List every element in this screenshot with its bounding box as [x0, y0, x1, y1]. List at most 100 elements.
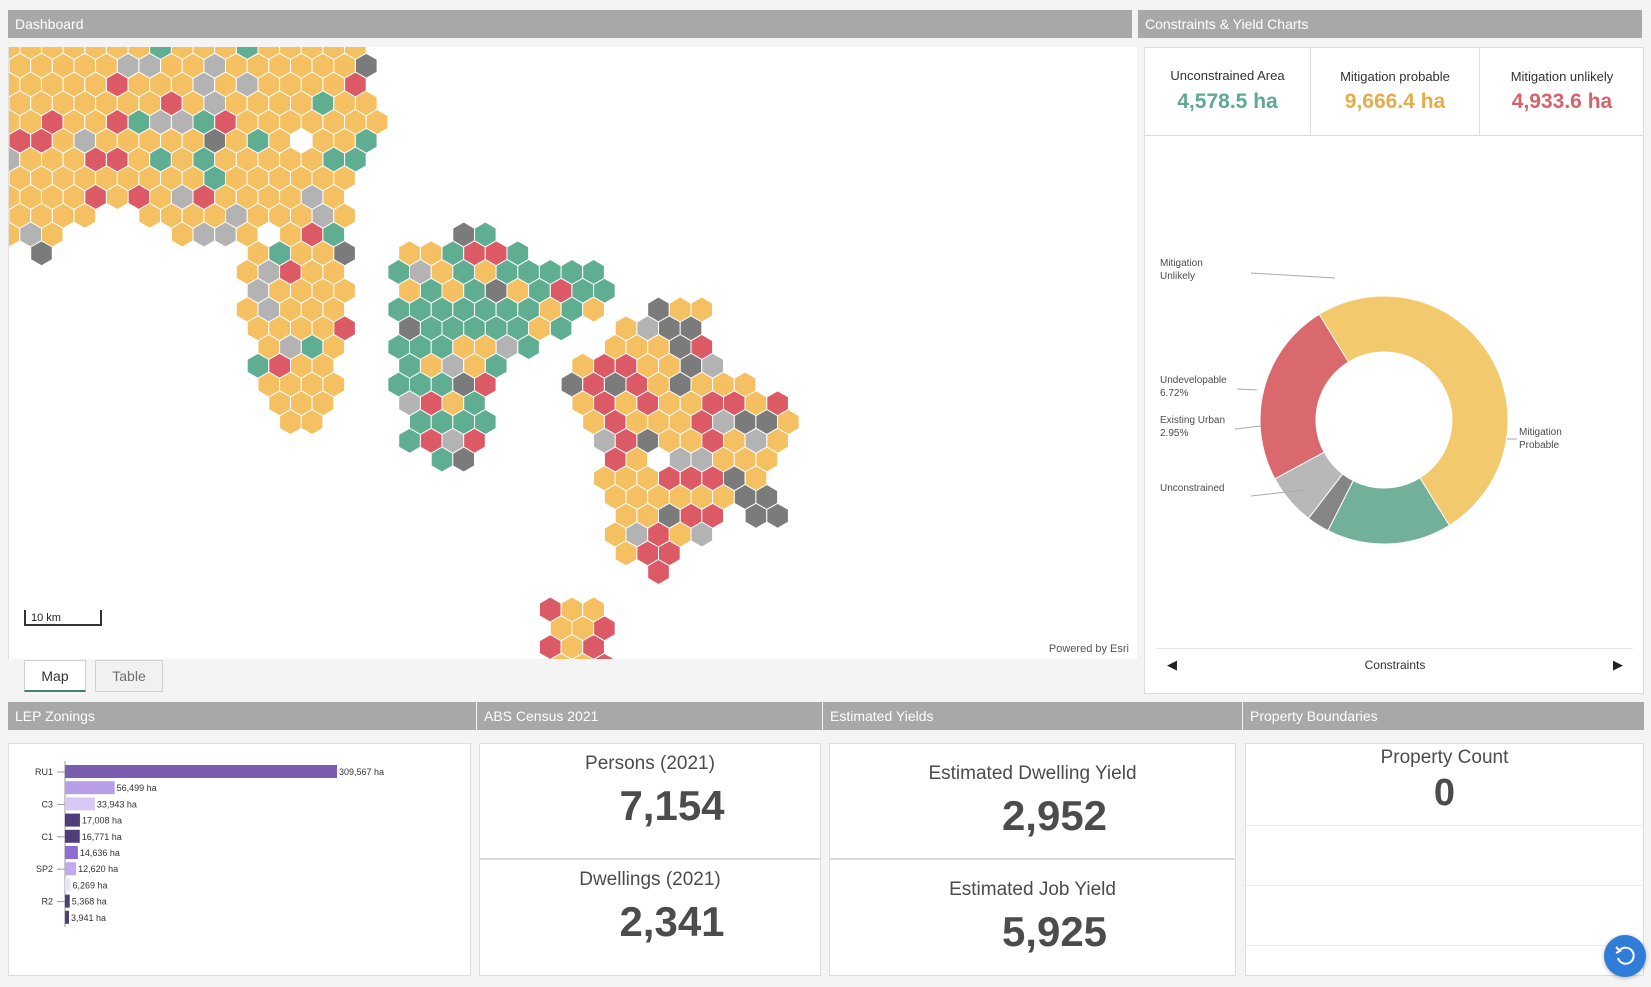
hex-cell[interactable]: [582, 633, 605, 660]
lep-zonings-bar-chart[interactable]: 309,567 ha RU1 56,499 ha 33,943 ha C3 17,008 …: [9, 744, 470, 975]
property-count-title: Property Count: [1380, 747, 1509, 768]
bar-tick-label: SP2: [36, 864, 53, 874]
bar-value-label: 3,941 ha: [71, 913, 106, 923]
scale-bar: 10 km: [24, 610, 102, 626]
chart-nav-bar: ◀ Constraints ▶: [1157, 648, 1633, 680]
constraints-donut-chart[interactable]: Mitigation Unlikely Undevelopable 6.72% Exis…: [1145, 137, 1643, 637]
bar-value-label: 16,771 ha: [82, 832, 122, 842]
label-undevelopable: Undevelopable 6.72%: [1160, 375, 1227, 399]
bar-C1[interactable]: [65, 829, 80, 843]
persons-title: Persons (2021): [585, 753, 715, 774]
kpi-mitigation-probable-value: 9,666.4 ha: [1344, 90, 1446, 113]
kpi-mitigation-unlikely: Mitigation unlikely 4,933.6 ha: [1480, 48, 1644, 136]
lep-header: LEP Zonings: [8, 702, 476, 730]
esri-attribution: Powered by Esri: [1048, 643, 1129, 655]
persons-value: 7,154: [619, 782, 725, 829]
tab-table[interactable]: Table: [95, 660, 163, 692]
donut-slice-mitigation-unlikely[interactable]: [1259, 313, 1350, 480]
hex-grid-layer[interactable]: [9, 47, 1137, 659]
bar-tick-label: C3: [41, 799, 53, 809]
scale-bar-label: 10 km: [31, 612, 61, 624]
kpi-mitigation-unlikely-value: 4,933.6 ha: [1511, 90, 1613, 113]
constraints-header: Constraints & Yield Charts: [1138, 10, 1642, 38]
hex-cell[interactable]: [571, 652, 594, 659]
hex-cell[interactable]: [73, 202, 97, 229]
hex-cell[interactable]: [593, 652, 616, 659]
label-mitigation-unlikely: Mitigation Unlikely: [1160, 258, 1203, 282]
lep-zonings-panel: 309,567 ha RU1 56,499 ha 33,943 ha C3 17,008 …: [8, 743, 471, 976]
yields-header: Estimated Yields: [823, 702, 1242, 730]
donut-slice-mitigation-probable[interactable]: [1318, 295, 1509, 527]
hex-cell[interactable]: [452, 446, 475, 473]
bar-value-label: 309,567 ha: [339, 767, 384, 777]
bar-tick-label: RU1: [35, 767, 53, 777]
divider: [1246, 825, 1643, 826]
label-existing-urban: Existing Urban 2.95%: [1160, 415, 1225, 439]
census-dwellings-panel: Dwellings (2021) 2,341: [479, 859, 821, 976]
census-persons-panel: Persons (2021) 7,154: [479, 743, 821, 859]
hex-cell[interactable]: [582, 296, 605, 323]
chart-prev-arrow[interactable]: ◀: [1167, 657, 1177, 672]
bar-R2[interactable]: [65, 894, 70, 908]
hex-cell[interactable]: [550, 652, 573, 659]
abs-header: ABS Census 2021: [477, 702, 822, 730]
bar-C3[interactable]: [65, 797, 95, 811]
bar-value-label: 12,620 ha: [78, 864, 118, 874]
bar-zone-5[interactable]: [65, 846, 78, 859]
refresh-icon: [1615, 946, 1635, 965]
constraints-panel: Unconstrained Area 4,578.5 ha Mitigation…: [1144, 47, 1644, 694]
job-yield-value: 5,925: [1001, 908, 1108, 955]
bar-RU1[interactable]: [65, 765, 337, 778]
divider: [1246, 945, 1643, 946]
kpi-mitigation-unlikely-title: Mitigation unlikely: [1510, 69, 1614, 84]
dwelling-yield-value: 2,952: [1001, 792, 1108, 839]
bar-zone-7[interactable]: [65, 878, 71, 892]
hex-cell[interactable]: [647, 558, 670, 586]
job-yield-title: Estimated Job Yield: [949, 879, 1116, 900]
dwelling-yield-title: Estimated Dwelling Yield: [928, 763, 1137, 784]
dwelling-yield-panel: Estimated Dwelling Yield 2,952: [829, 743, 1236, 859]
property-count-value: 0: [1433, 772, 1456, 814]
bar-value-label: 56,499 ha: [117, 783, 157, 793]
property-header: Property Boundaries: [1243, 702, 1644, 730]
bar-value-label: 33,943 ha: [97, 799, 137, 809]
leader-line: [1234, 425, 1262, 430]
bar-zone-9[interactable]: [65, 910, 69, 924]
hex-cell[interactable]: [766, 502, 789, 529]
kpi-mitigation-probable: Mitigation probable 9,666.4 ha: [1311, 48, 1480, 136]
property-count-panel: Property Count 0: [1245, 743, 1644, 976]
bar-value-label: 17,008 ha: [82, 816, 122, 826]
leader-line: [1250, 272, 1336, 279]
kpi-mitigation-probable-title: Mitigation probable: [1340, 69, 1450, 84]
leader-line: [1250, 489, 1306, 497]
hex-cell[interactable]: [517, 333, 540, 361]
divider: [1246, 885, 1643, 886]
bar-tick-label: C1: [41, 832, 53, 842]
chart-nav-label: Constraints: [1364, 658, 1426, 672]
bar-zone-1[interactable]: [65, 781, 115, 795]
hex-cell[interactable]: [300, 408, 324, 436]
bar-value-label: 5,368 ha: [72, 897, 107, 907]
hex-cell[interactable]: [9, 47, 21, 61]
bar-SP2[interactable]: [65, 862, 77, 876]
hex-cell[interactable]: [549, 315, 573, 342]
bar-value-label: 6,269 ha: [73, 880, 108, 890]
leader-line: [1236, 388, 1258, 391]
chart-next-arrow[interactable]: ▶: [1613, 657, 1623, 672]
hex-cell[interactable]: [690, 521, 714, 548]
refresh-button[interactable]: [1604, 935, 1646, 977]
hex-cell[interactable]: [30, 240, 53, 267]
kpi-unconstrained: Unconstrained Area 4,578.5 ha: [1145, 48, 1311, 136]
label-unconstrained: Unconstrained: [1160, 483, 1224, 494]
map-view[interactable]: 10 km Powered by Esri: [8, 47, 1137, 659]
kpi-unconstrained-title: Unconstrained Area: [1170, 68, 1285, 83]
kpi-unconstrained-value: 4,578.5 ha: [1177, 90, 1278, 113]
dwellings-title: Dwellings (2021): [579, 869, 721, 890]
label-mitigation-probable: Mitigation Probable: [1519, 427, 1562, 451]
dwellings-value: 2,341: [619, 898, 725, 945]
tab-map[interactable]: Map: [24, 660, 86, 692]
bar-tick-label: R2: [41, 897, 53, 907]
bar-zone-3[interactable]: [65, 813, 80, 827]
job-yield-panel: Estimated Job Yield 5,925: [829, 859, 1236, 976]
dashboard-header: Dashboard: [8, 10, 1132, 38]
